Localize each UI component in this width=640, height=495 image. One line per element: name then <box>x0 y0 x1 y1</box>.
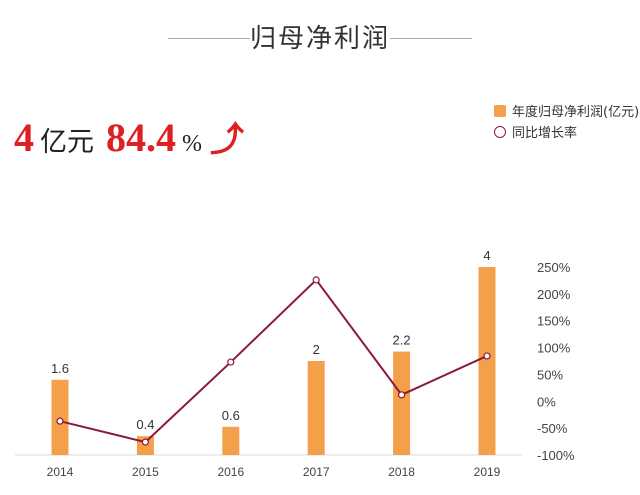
bar-2019 <box>478 267 496 455</box>
headline-summary: 4 亿元 84.4% ⤴ <box>14 112 244 161</box>
bar-label-2017: 2 <box>313 342 320 357</box>
x-tick-2014: 2014 <box>47 465 74 479</box>
legend: 年度归母净利润(亿元) 同比增长率 <box>494 100 639 142</box>
x-tick-2015: 2015 <box>132 465 159 479</box>
growth-point-2014 <box>56 417 64 425</box>
y-right-tick: 150% <box>537 314 571 329</box>
headline-growth-unit: % <box>182 131 202 157</box>
growth-point-2019 <box>483 352 491 360</box>
legend-bar-label: 年度归母净利润(亿元) <box>512 105 640 120</box>
bar-2018 <box>393 351 411 455</box>
bar-2014 <box>51 379 69 455</box>
up-arrow-icon: ⤴ <box>210 120 244 160</box>
legend-bar-swatch <box>494 104 506 117</box>
y-right-tick: -50% <box>537 421 568 436</box>
x-tick-2016: 2016 <box>217 465 244 479</box>
legend-item-line: 同比增长率 <box>494 121 639 142</box>
bar-label-2016: 0.6 <box>222 408 240 423</box>
growth-point-2018 <box>398 391 406 399</box>
headline-growth: 84.4 <box>106 115 176 160</box>
y-right-tick: 100% <box>537 341 571 356</box>
bar-2016 <box>222 426 240 455</box>
legend-line-marker <box>494 125 506 138</box>
headline-value: 4 <box>14 115 34 160</box>
legend-line-label: 同比增长率 <box>512 126 578 141</box>
bar-label-2015: 0.4 <box>136 417 154 432</box>
title-divider-left <box>168 38 250 39</box>
y-right-tick: -100% <box>537 448 575 463</box>
growth-point-2017 <box>312 276 320 284</box>
y-right-tick: 200% <box>537 287 571 302</box>
x-tick-2018: 2018 <box>388 465 415 479</box>
bar-label-2019: 4 <box>483 248 490 263</box>
growth-point-2016 <box>227 358 235 366</box>
chart-title: 归母净利润 <box>249 24 390 54</box>
x-tick-2017: 2017 <box>303 465 330 479</box>
growth-line <box>59 278 488 444</box>
bar-label-2014: 1.6 <box>51 361 69 376</box>
legend-item-bar: 年度归母净利润(亿元) <box>494 100 639 121</box>
headline-value-unit: 亿元 <box>40 127 94 158</box>
y-right-tick: 0% <box>537 394 556 409</box>
x-tick-2019: 2019 <box>474 465 501 479</box>
bar-label-2018: 2.2 <box>393 333 411 348</box>
bar-2017 <box>307 361 325 455</box>
title-divider-right <box>390 38 472 39</box>
growth-point-2015 <box>141 438 149 446</box>
y-right-tick: 50% <box>537 367 563 382</box>
y-right-tick: 250% <box>537 260 571 275</box>
